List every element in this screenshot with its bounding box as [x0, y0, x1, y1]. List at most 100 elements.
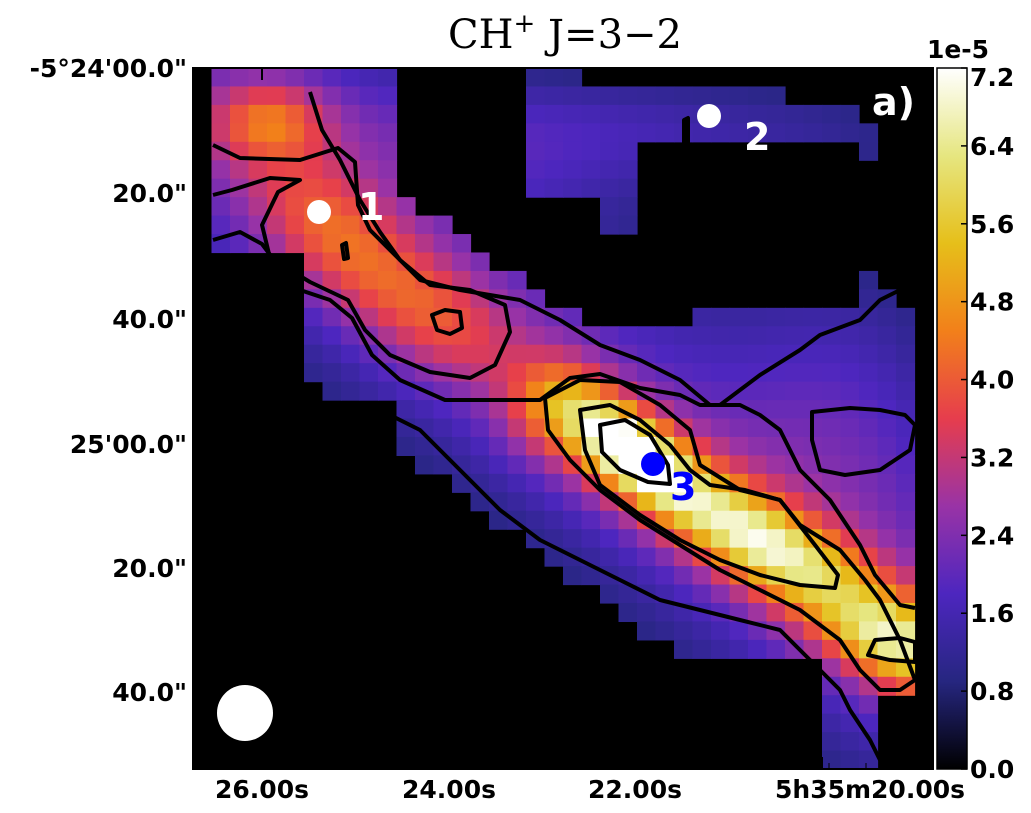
heatmap-cell — [600, 381, 620, 401]
heatmap-cell — [322, 160, 342, 180]
heatmap-cell — [674, 400, 694, 420]
heatmap-cell — [211, 197, 231, 217]
heatmap-cell — [230, 215, 250, 235]
heatmap-cell — [859, 621, 879, 641]
heatmap-cell — [618, 197, 638, 217]
heatmap-cell — [230, 160, 250, 180]
heatmap-cell — [785, 492, 805, 512]
heatmap-cell — [285, 160, 305, 180]
heatmap-cell — [618, 326, 638, 346]
heatmap-cell — [748, 510, 768, 530]
heatmap-cell — [544, 455, 564, 475]
heatmap-cell — [507, 400, 527, 420]
heatmap-cell — [655, 326, 675, 346]
heatmap-cell — [803, 344, 823, 364]
heatmap-cell — [507, 455, 527, 475]
heatmap-cell — [267, 160, 287, 180]
heatmap-cell — [359, 252, 379, 272]
heatmap-cell — [692, 639, 712, 659]
heatmap-cell — [322, 326, 342, 346]
heatmap-cell — [618, 529, 638, 549]
heatmap-cell — [896, 492, 916, 512]
heatmap-cell — [840, 123, 860, 143]
heatmap-cell — [877, 473, 897, 493]
heatmap-cell — [840, 381, 860, 401]
heatmap-cell — [563, 86, 583, 106]
heatmap-cell — [618, 160, 638, 180]
heatmap-cell — [433, 215, 453, 235]
heatmap-cell — [211, 123, 231, 143]
beam-marker — [217, 685, 273, 741]
heatmap-cell — [840, 436, 860, 456]
heatmap-cell — [248, 86, 268, 106]
heatmap-cell — [822, 676, 842, 696]
heatmap-cell — [248, 141, 268, 161]
heatmap-cell — [507, 307, 527, 327]
heatmap-cell — [248, 197, 268, 217]
heatmap-cell — [692, 86, 712, 106]
heatmap-cell — [211, 160, 231, 180]
heatmap-cell — [840, 750, 860, 769]
heatmap-cell — [526, 307, 546, 327]
y-tick-label: 25'00.0" — [70, 430, 187, 459]
heatmap-cell — [711, 86, 731, 106]
heatmap-cell — [563, 178, 583, 198]
heatmap-cell — [489, 400, 509, 420]
heatmap-cell — [248, 68, 268, 88]
colorbar-gradient — [936, 67, 968, 770]
heatmap-cell — [526, 510, 546, 530]
heatmap-cell — [896, 363, 916, 383]
heatmap-cell — [766, 381, 786, 401]
heatmap-cell — [322, 252, 342, 272]
heatmap-cell — [711, 492, 731, 512]
heatmap-cell — [803, 326, 823, 346]
heatmap-cell — [378, 363, 398, 383]
y-tick-label: 40.0" — [112, 305, 187, 334]
heatmap-cell — [896, 307, 916, 327]
heatmap-cell — [507, 270, 527, 290]
heatmap-cell — [378, 141, 398, 161]
heatmap-cell — [433, 252, 453, 272]
x-axis: 26.00s 24.00s 22.00s 5h35m20.00s — [199, 68, 965, 804]
heatmap-cell — [637, 326, 657, 346]
heatmap-cell — [785, 307, 805, 327]
heatmap-cell — [285, 104, 305, 124]
heatmap-cell — [674, 436, 694, 456]
heatmap-cell — [526, 86, 546, 106]
heatmap-cell — [378, 215, 398, 235]
heatmap-cell — [655, 566, 675, 586]
heatmap-cell — [581, 86, 601, 106]
heatmap-cell — [674, 566, 694, 586]
heatmap-cell — [766, 547, 786, 567]
heatmap-cell — [674, 584, 694, 604]
heatmap-cell — [859, 270, 879, 290]
heatmap-cell — [581, 141, 601, 161]
heatmap-cell — [359, 141, 379, 161]
heatmap-cell — [748, 547, 768, 567]
heatmap-cell — [766, 510, 786, 530]
contour-6.4-peak — [598, 418, 672, 486]
heatmap-cell — [859, 750, 879, 769]
heatmap-cell — [748, 529, 768, 549]
heatmap-cell — [674, 418, 694, 438]
heatmap-cell — [359, 123, 379, 143]
heatmap-cell — [415, 418, 435, 438]
contour-6.4-small-1 — [340, 241, 350, 261]
heatmap-cell — [304, 363, 324, 383]
heatmap-cell — [581, 123, 601, 143]
heatmap-cell — [655, 602, 675, 623]
heatmap-cell — [896, 455, 916, 475]
heatmap-cell — [526, 68, 546, 88]
contour-6.4-small-2 — [682, 116, 690, 147]
heatmap-cell — [877, 584, 897, 604]
heatmap-cell — [803, 566, 823, 586]
heatmap-cell — [378, 289, 398, 309]
heatmap-cell — [544, 363, 564, 383]
heatmap-cell — [267, 104, 287, 124]
heatmap-cell — [859, 418, 879, 438]
heatmap-cell — [489, 455, 509, 475]
contour-4.8-center — [578, 403, 840, 590]
heatmap-cell — [359, 68, 379, 88]
heatmap-cell — [600, 529, 620, 549]
heatmap-cell — [526, 436, 546, 456]
